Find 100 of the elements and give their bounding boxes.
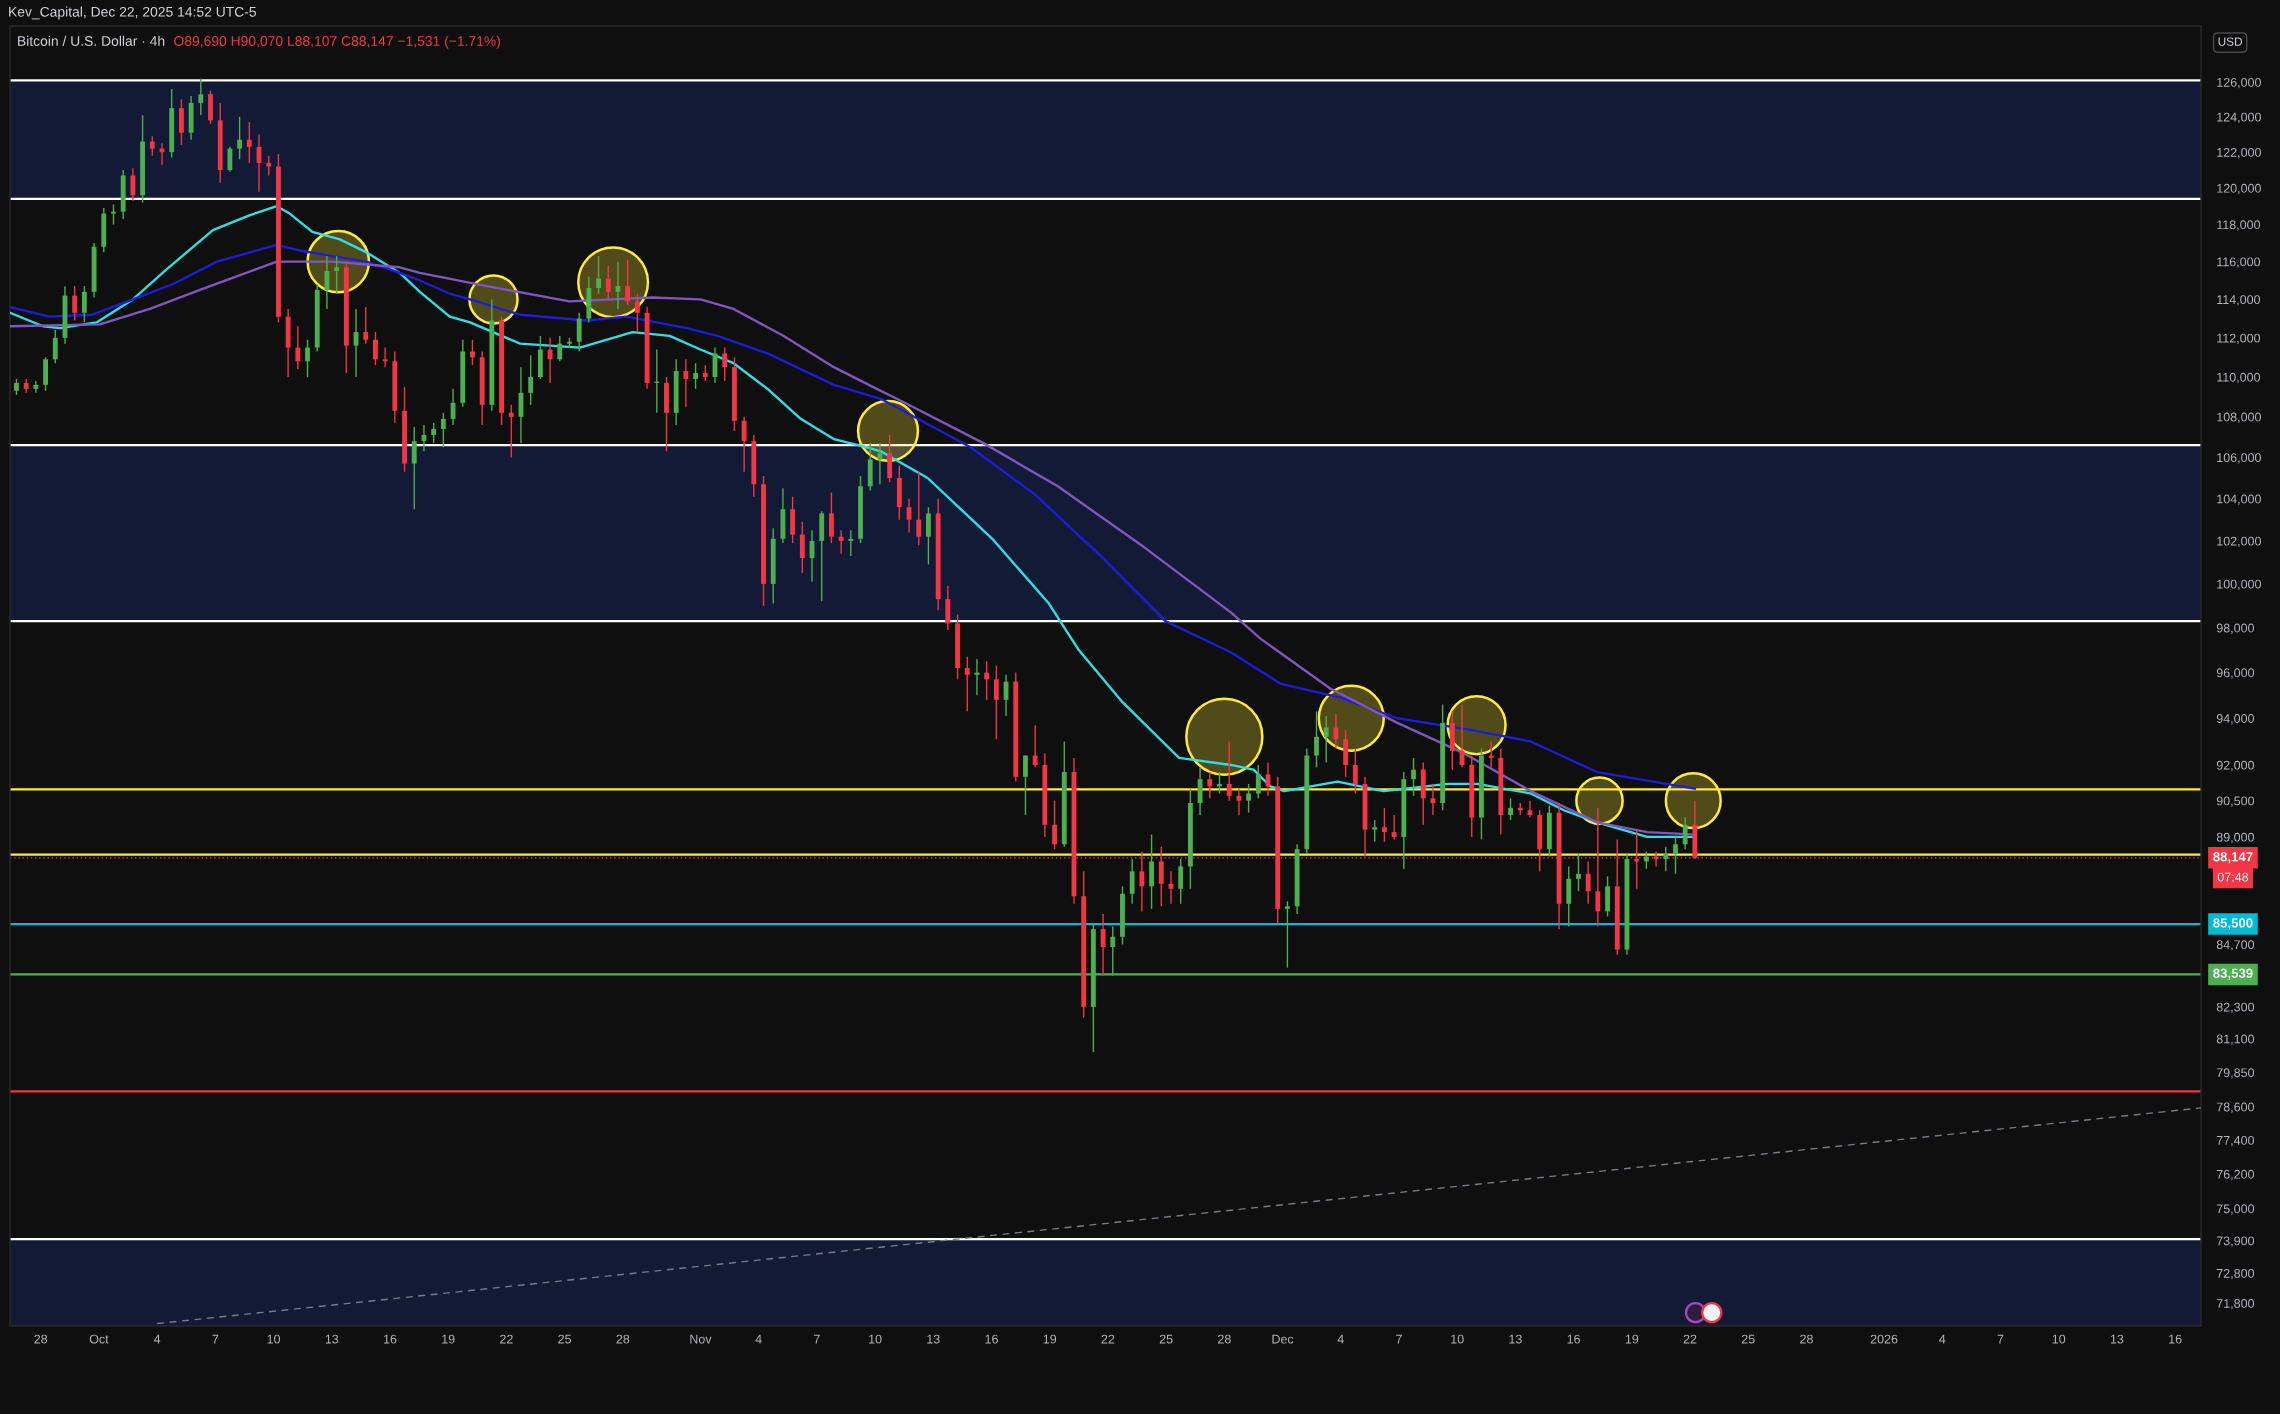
candlestick xyxy=(1333,712,1339,750)
y-tick-label: 110,000 xyxy=(2217,372,2261,384)
candlestick xyxy=(130,167,136,202)
candlestick xyxy=(237,116,243,161)
x-tick-label: 22 xyxy=(1683,1334,1697,1344)
x-tick-label: 7 xyxy=(1997,1334,2004,1344)
x-tick-label: 22 xyxy=(1101,1334,1115,1344)
candlestick xyxy=(741,416,747,473)
y-tick-label: 84,700 xyxy=(2216,940,2255,951)
y-tick-label: 108,000 xyxy=(2217,412,2261,423)
x-tick-label: 10 xyxy=(1451,1334,1464,1344)
x-tick-label: 7 xyxy=(212,1334,219,1344)
candlestick xyxy=(1382,807,1387,843)
y-tick-label: 75,000 xyxy=(2216,1204,2255,1215)
candlestick xyxy=(440,412,446,448)
y-tick-label: 106,000 xyxy=(2217,453,2261,464)
candlestick xyxy=(926,506,931,566)
y-tick-label: 98,000 xyxy=(2216,623,2255,634)
candlestick xyxy=(1352,747,1358,795)
candlestick xyxy=(149,135,155,157)
x-tick-label: 16 xyxy=(2169,1334,2182,1344)
x-tick-label: Nov xyxy=(690,1334,712,1344)
x-tick-label: 10 xyxy=(869,1334,882,1344)
x-tick-label: 25 xyxy=(1159,1334,1173,1344)
y-tick-label: 118,000 xyxy=(2217,220,2261,231)
candlestick xyxy=(1314,710,1319,769)
candlestick xyxy=(382,346,388,368)
candlestick xyxy=(1032,724,1038,769)
candlestick xyxy=(334,255,340,295)
x-tick-label: 19 xyxy=(1625,1334,1639,1344)
x-tick-label: 13 xyxy=(325,1334,339,1344)
x-tick-label: 16 xyxy=(1567,1334,1581,1344)
y-tick-label: 92,000 xyxy=(2216,760,2255,772)
candlestick xyxy=(431,422,437,444)
candlestick xyxy=(596,255,601,295)
candlestick xyxy=(722,346,728,382)
candlestick xyxy=(81,285,87,324)
y-tick-label: 104,000 xyxy=(2217,494,2261,505)
candlestick xyxy=(528,354,534,406)
y-tick-label: 71,800 xyxy=(2216,1299,2255,1310)
x-tick-label: Oct xyxy=(89,1334,109,1344)
y-tick-label: 112,000 xyxy=(2217,333,2261,344)
candlestick xyxy=(1585,860,1591,905)
x-tick-label: 2026 xyxy=(1870,1334,1898,1344)
candlestick xyxy=(1236,787,1242,816)
candlestick xyxy=(1129,858,1135,905)
candlestick xyxy=(993,665,999,740)
candlestick xyxy=(305,339,310,378)
x-tick-label: 13 xyxy=(1509,1334,1522,1344)
candlestick xyxy=(693,362,699,390)
x-tick-label: 10 xyxy=(267,1334,281,1344)
candlestick xyxy=(33,380,39,394)
candlestick xyxy=(848,529,854,557)
x-tick-label: 13 xyxy=(927,1334,940,1344)
x-tick-label: 25 xyxy=(558,1334,572,1344)
candlestick xyxy=(198,77,204,116)
y-tick-label: 89,000 xyxy=(2216,832,2255,844)
candlestick xyxy=(373,331,378,366)
candlestick xyxy=(1673,836,1678,875)
x-tick-label: 4 xyxy=(755,1334,762,1344)
y-axis-title: USD xyxy=(2218,37,2243,46)
y-tick-label: 96,000 xyxy=(2216,668,2255,679)
y-tick-label: 82,300 xyxy=(2216,1002,2255,1013)
y-tick-label: 100,000 xyxy=(2217,579,2261,591)
candlestick xyxy=(838,529,844,555)
candlestick xyxy=(1411,757,1416,797)
candlestick xyxy=(246,121,252,164)
x-tick-label: 28 xyxy=(1800,1334,1813,1344)
candlestick xyxy=(964,656,970,713)
x-tick-label: 4 xyxy=(1337,1334,1344,1344)
x-tick-label: 28 xyxy=(34,1334,48,1344)
x-tick-label: 28 xyxy=(1218,1334,1231,1344)
y-tick-label: 73,900 xyxy=(2216,1236,2255,1247)
candlestick xyxy=(111,203,116,226)
y-tick-label: 116,000 xyxy=(2217,257,2261,268)
ref-line-label: 83,539 xyxy=(2213,968,2253,980)
y-tick-label: 124,000 xyxy=(2217,112,2261,123)
y-tick-label: 90,500 xyxy=(2216,796,2255,807)
candlestick xyxy=(227,146,233,173)
candlestick xyxy=(1595,807,1601,928)
y-tick-label: 79,850 xyxy=(2216,1068,2255,1079)
x-tick-label: 16 xyxy=(985,1334,998,1344)
text: Kev_Capital, Dec 22, 2025 14:52 UTC-5 xyxy=(9,6,257,20)
candlestick xyxy=(1488,740,1494,769)
candlestick xyxy=(1663,846,1669,873)
candlestick xyxy=(363,306,369,345)
candlestick xyxy=(557,335,563,362)
candlestick xyxy=(1391,814,1397,841)
candlestick xyxy=(576,312,582,353)
candlestick xyxy=(1576,853,1581,892)
x-tick-label: Dec xyxy=(1272,1334,1294,1344)
candlestick xyxy=(634,293,640,333)
x-tick-label: 19 xyxy=(442,1334,455,1344)
candlestick xyxy=(1508,797,1513,821)
candlestick xyxy=(1323,715,1329,764)
y-tick-label: 77,400 xyxy=(2216,1135,2255,1147)
candlestick xyxy=(605,264,611,301)
x-tick-label: 4 xyxy=(153,1334,161,1344)
text: Bitcoin / U.S. Dollar · 4h xyxy=(18,35,165,46)
candlestick xyxy=(916,471,922,546)
